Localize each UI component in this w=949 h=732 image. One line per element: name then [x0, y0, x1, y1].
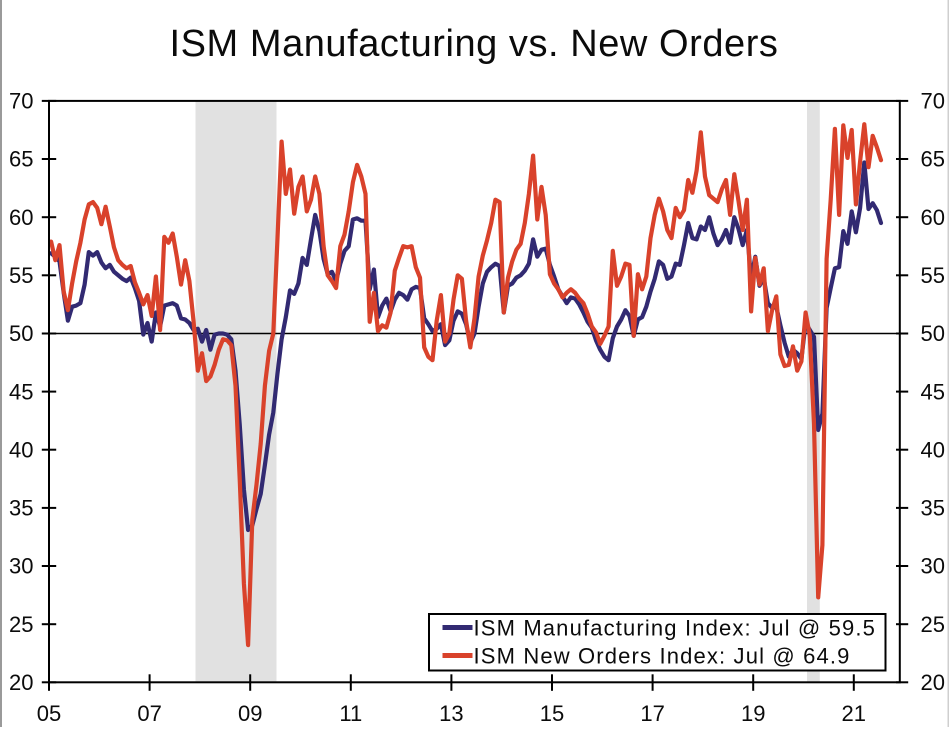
svg-text:35: 35: [9, 496, 33, 521]
svg-text:ISM Manufacturing vs. New Orde: ISM Manufacturing vs. New Orders: [170, 23, 779, 65]
svg-text:17: 17: [640, 701, 664, 726]
svg-text:ISM Manufacturing Index: Jul @: ISM Manufacturing Index: Jul @ 59.5: [474, 616, 877, 641]
svg-text:20: 20: [921, 670, 945, 695]
svg-text:30: 30: [9, 554, 33, 579]
svg-text:11: 11: [339, 701, 362, 726]
svg-text:30: 30: [921, 554, 945, 579]
svg-text:60: 60: [9, 205, 33, 230]
svg-text:15: 15: [540, 701, 564, 726]
svg-text:70: 70: [9, 89, 33, 114]
svg-text:ISM New Orders Index: Jul @ 64: ISM New Orders Index: Jul @ 64.9: [474, 644, 851, 669]
svg-text:45: 45: [9, 379, 33, 404]
svg-text:70: 70: [921, 89, 945, 114]
svg-text:25: 25: [921, 612, 945, 637]
svg-text:65: 65: [9, 147, 33, 172]
svg-text:55: 55: [9, 263, 33, 288]
svg-text:40: 40: [921, 437, 945, 462]
svg-text:65: 65: [921, 147, 945, 172]
svg-text:45: 45: [921, 379, 945, 404]
svg-text:09: 09: [238, 701, 262, 726]
svg-text:25: 25: [9, 612, 33, 637]
svg-text:50: 50: [9, 321, 33, 346]
svg-text:19: 19: [741, 701, 765, 726]
svg-text:21: 21: [842, 701, 866, 726]
svg-text:07: 07: [137, 701, 161, 726]
svg-text:55: 55: [921, 263, 945, 288]
svg-text:20: 20: [9, 670, 33, 695]
svg-text:60: 60: [921, 205, 945, 230]
svg-text:05: 05: [37, 701, 61, 726]
svg-text:40: 40: [9, 437, 33, 462]
svg-text:13: 13: [439, 701, 463, 726]
svg-text:35: 35: [921, 496, 945, 521]
svg-text:50: 50: [921, 321, 945, 346]
